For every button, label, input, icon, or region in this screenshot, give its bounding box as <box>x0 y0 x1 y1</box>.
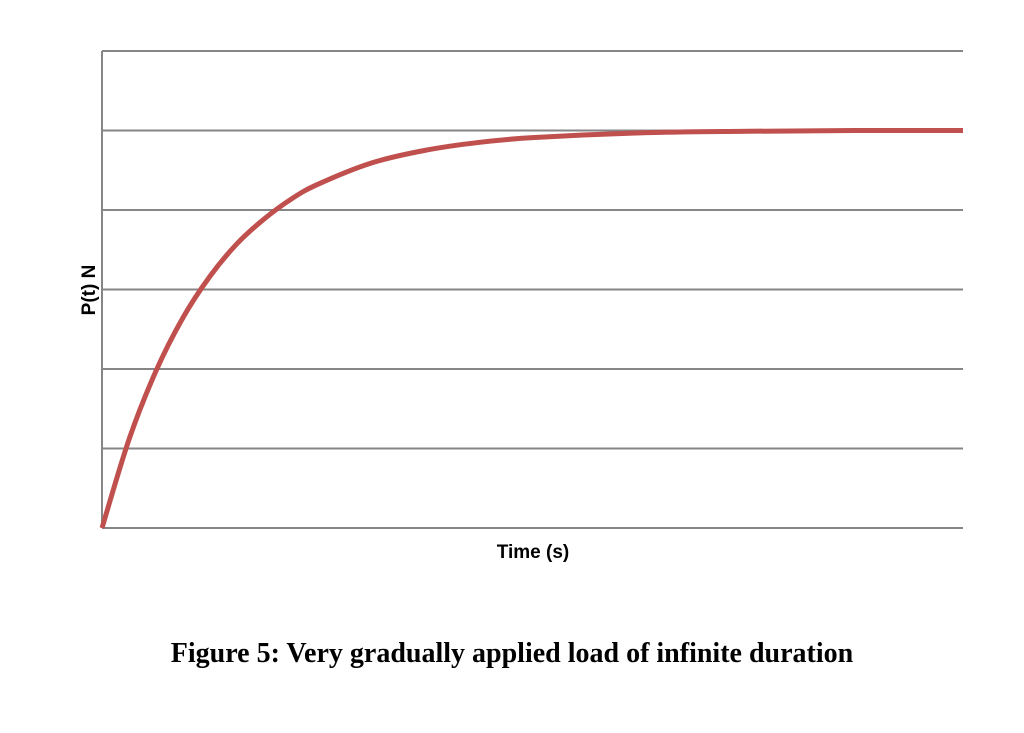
x-axis-label: Time (s) <box>497 542 570 563</box>
y-axis-label: P(t) N <box>79 265 100 316</box>
gridlines <box>102 50 963 529</box>
series-line <box>99 127 964 529</box>
figure-caption: Figure 5: Very gradually applied load of… <box>170 638 854 669</box>
